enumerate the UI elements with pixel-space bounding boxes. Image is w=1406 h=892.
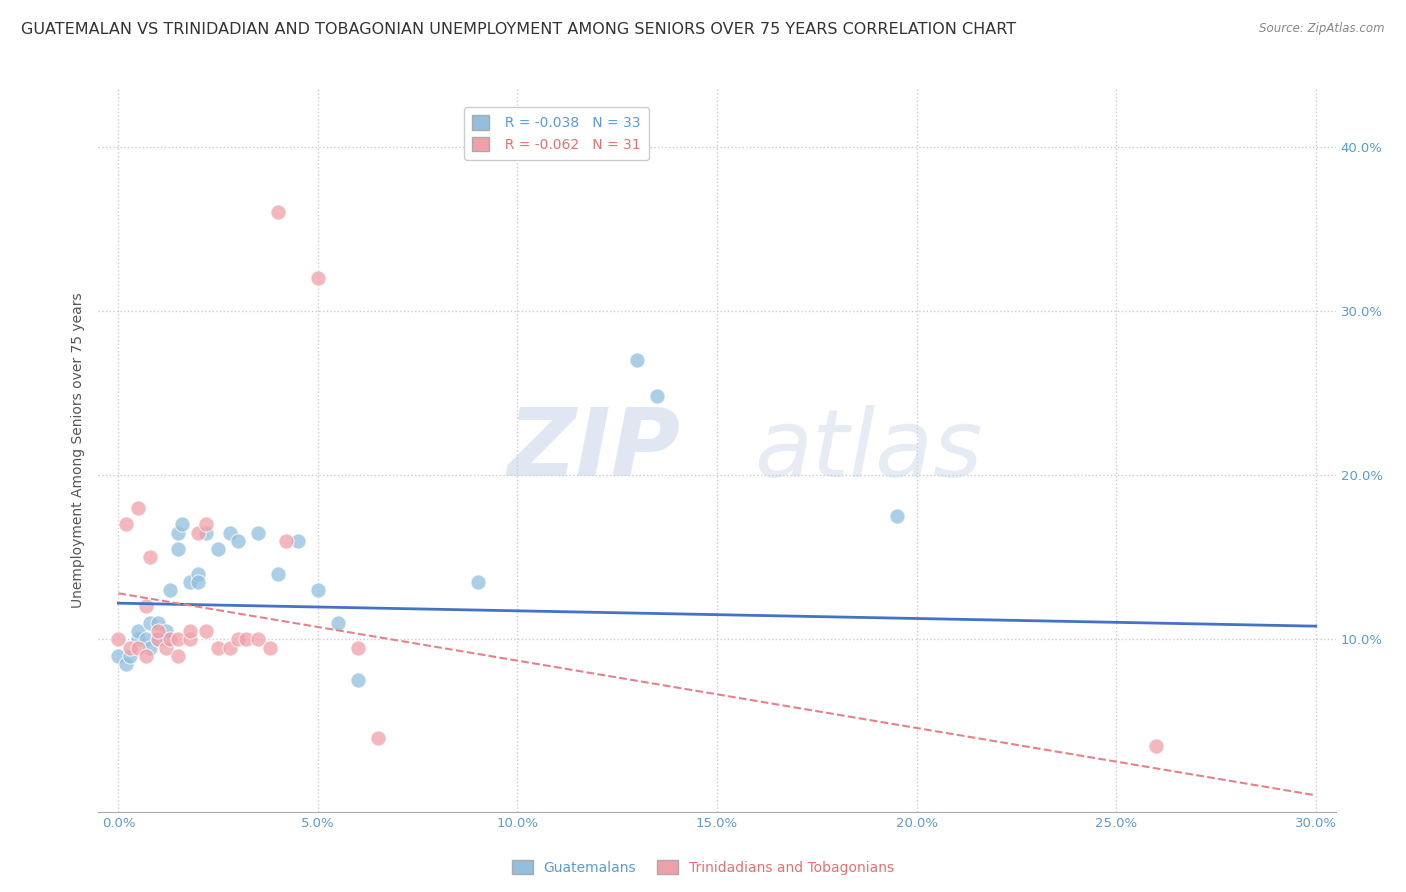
Point — [148, 632, 170, 647]
Point — [127, 500, 149, 515]
Point — [107, 648, 129, 663]
Point — [326, 615, 349, 630]
Point — [148, 632, 170, 647]
Text: GUATEMALAN VS TRINIDADIAN AND TOBAGONIAN UNEMPLOYMENT AMONG SENIORS OVER 75 YEAR: GUATEMALAN VS TRINIDADIAN AND TOBAGONIAN… — [21, 22, 1017, 37]
Point — [135, 599, 157, 614]
Point — [179, 624, 201, 639]
Legend: Guatemalans, Trinidadians and Tobagonians: Guatemalans, Trinidadians and Tobagonian… — [506, 855, 900, 880]
Point — [235, 632, 257, 647]
Point — [167, 525, 190, 540]
Point — [167, 632, 190, 647]
Point — [179, 632, 201, 647]
Point — [195, 525, 218, 540]
Point — [167, 541, 190, 556]
Point — [187, 566, 209, 581]
Point — [167, 648, 190, 663]
Point — [467, 574, 489, 589]
Point — [127, 640, 149, 655]
Point — [226, 632, 249, 647]
Point — [172, 517, 194, 532]
Point — [247, 525, 270, 540]
Point — [139, 640, 162, 655]
Point — [159, 632, 181, 647]
Point — [179, 574, 201, 589]
Point — [139, 550, 162, 565]
Point — [886, 509, 908, 524]
Point — [155, 632, 177, 647]
Point — [120, 648, 142, 663]
Point — [187, 574, 209, 589]
Point — [115, 517, 138, 532]
Text: ZIP: ZIP — [508, 404, 681, 497]
Point — [159, 582, 181, 597]
Point — [645, 389, 668, 403]
Point — [127, 632, 149, 647]
Point — [207, 541, 229, 556]
Point — [115, 657, 138, 671]
Point — [139, 615, 162, 630]
Point — [135, 648, 157, 663]
Legend:   R = -0.038   N = 33,   R = -0.062   N = 31: R = -0.038 N = 33, R = -0.062 N = 31 — [464, 107, 648, 161]
Point — [148, 615, 170, 630]
Point — [127, 624, 149, 639]
Point — [195, 517, 218, 532]
Point — [307, 271, 329, 285]
Y-axis label: Unemployment Among Seniors over 75 years: Unemployment Among Seniors over 75 years — [72, 293, 86, 608]
Point — [274, 533, 297, 548]
Point — [187, 525, 209, 540]
Point — [120, 640, 142, 655]
Point — [207, 640, 229, 655]
Point — [367, 731, 389, 745]
Point — [135, 632, 157, 647]
Point — [219, 640, 242, 655]
Point — [259, 640, 281, 655]
Point — [219, 525, 242, 540]
Point — [347, 640, 370, 655]
Point — [148, 624, 170, 639]
Point — [267, 566, 290, 581]
Point — [247, 632, 270, 647]
Point — [195, 624, 218, 639]
Text: atlas: atlas — [754, 405, 983, 496]
Text: Source: ZipAtlas.com: Source: ZipAtlas.com — [1260, 22, 1385, 36]
Point — [1144, 739, 1167, 753]
Point — [155, 624, 177, 639]
Point — [287, 533, 309, 548]
Point — [107, 632, 129, 647]
Point — [347, 673, 370, 688]
Point — [626, 353, 648, 368]
Point — [267, 205, 290, 219]
Point — [307, 582, 329, 597]
Point — [226, 533, 249, 548]
Point — [155, 640, 177, 655]
